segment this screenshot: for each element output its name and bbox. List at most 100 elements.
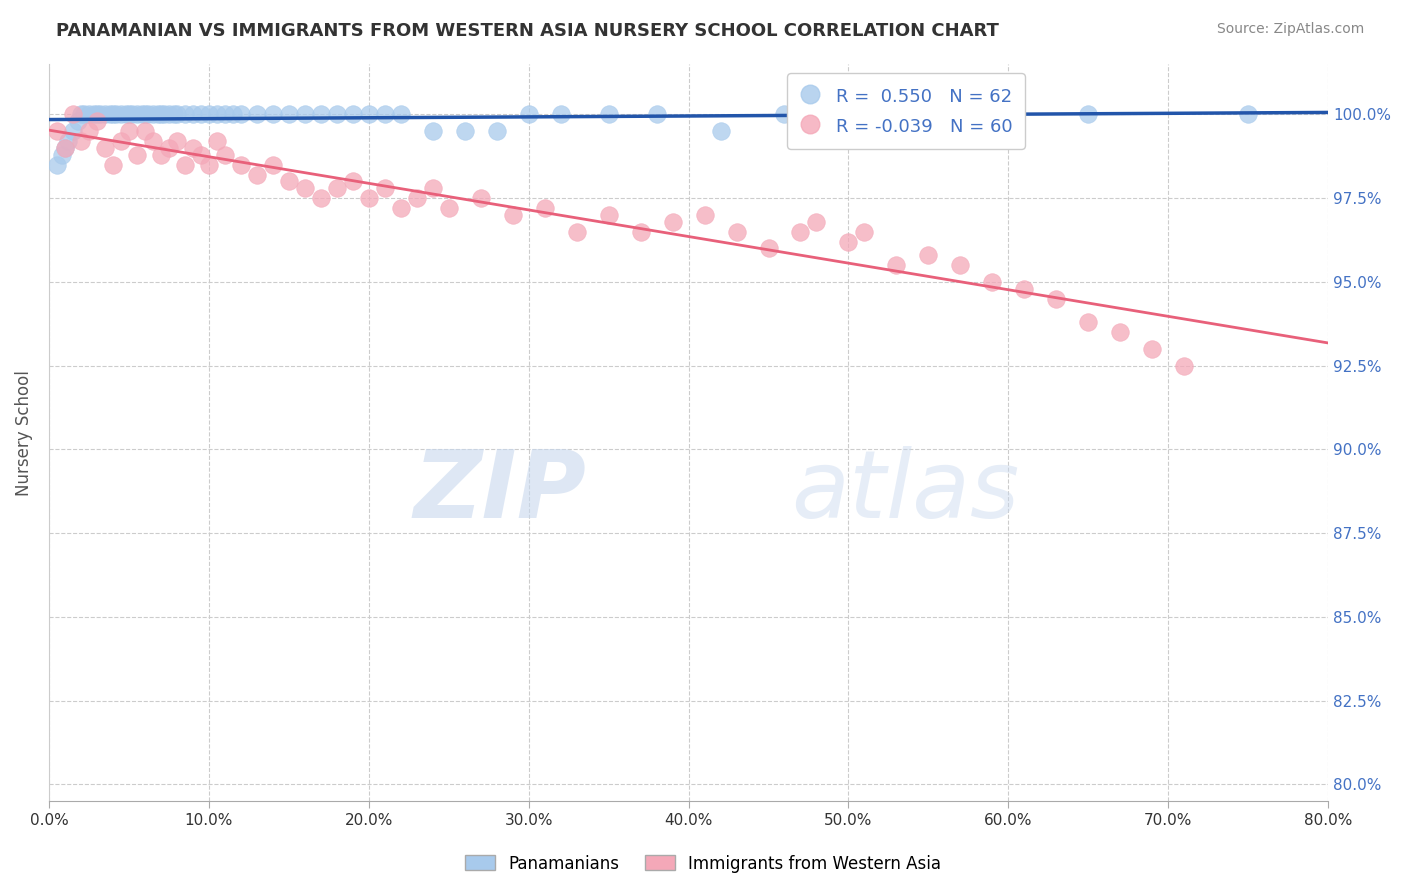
Point xyxy=(163,107,186,121)
Point xyxy=(142,107,165,121)
Point xyxy=(1109,325,1132,339)
Point xyxy=(70,107,93,121)
Point xyxy=(222,107,245,121)
Point xyxy=(62,124,84,138)
Point xyxy=(53,141,76,155)
Point xyxy=(77,124,100,138)
Point xyxy=(53,141,76,155)
Point xyxy=(166,107,188,121)
Point xyxy=(309,191,332,205)
Point xyxy=(661,214,683,228)
Point xyxy=(773,107,796,121)
Point xyxy=(121,107,143,121)
Point xyxy=(374,181,396,195)
Point xyxy=(70,134,93,148)
Point xyxy=(454,124,477,138)
Point xyxy=(374,107,396,121)
Point xyxy=(262,107,284,121)
Point xyxy=(214,107,236,121)
Point xyxy=(357,107,380,121)
Legend: R =  0.550   N = 62, R = -0.039   N = 60: R = 0.550 N = 62, R = -0.039 N = 60 xyxy=(787,73,1025,149)
Point xyxy=(1077,315,1099,329)
Point xyxy=(166,134,188,148)
Point xyxy=(1237,107,1260,121)
Point xyxy=(294,107,316,121)
Point xyxy=(118,107,141,121)
Point xyxy=(62,107,84,121)
Point xyxy=(725,225,748,239)
Point xyxy=(205,134,228,148)
Point xyxy=(693,208,716,222)
Point xyxy=(326,107,349,121)
Point xyxy=(86,114,108,128)
Point xyxy=(1014,281,1036,295)
Point xyxy=(342,107,364,121)
Point xyxy=(758,241,780,255)
Point xyxy=(886,258,908,272)
Point xyxy=(277,107,299,121)
Point xyxy=(309,107,332,121)
Point xyxy=(262,157,284,171)
Point xyxy=(46,157,69,171)
Point xyxy=(837,235,859,249)
Point xyxy=(598,208,620,222)
Point xyxy=(105,107,128,121)
Point xyxy=(198,157,221,171)
Point xyxy=(136,107,159,121)
Point xyxy=(86,107,108,121)
Point xyxy=(198,107,221,121)
Point xyxy=(142,134,165,148)
Point xyxy=(146,107,169,121)
Point xyxy=(173,107,195,121)
Point xyxy=(157,107,180,121)
Point xyxy=(190,107,212,121)
Y-axis label: Nursery School: Nursery School xyxy=(15,369,32,496)
Text: ZIP: ZIP xyxy=(413,446,586,538)
Point xyxy=(190,147,212,161)
Point xyxy=(326,181,349,195)
Point xyxy=(101,157,124,171)
Point xyxy=(181,141,204,155)
Point xyxy=(134,107,156,121)
Point xyxy=(77,107,100,121)
Text: PANAMANIAN VS IMMIGRANTS FROM WESTERN ASIA NURSERY SCHOOL CORRELATION CHART: PANAMANIAN VS IMMIGRANTS FROM WESTERN AS… xyxy=(56,22,1000,40)
Point xyxy=(357,191,380,205)
Point xyxy=(389,201,412,215)
Text: atlas: atlas xyxy=(792,446,1019,537)
Point xyxy=(134,124,156,138)
Point xyxy=(917,248,939,262)
Point xyxy=(205,107,228,121)
Point xyxy=(94,141,117,155)
Point xyxy=(277,174,299,188)
Point xyxy=(56,134,79,148)
Point xyxy=(110,107,132,121)
Point xyxy=(229,157,252,171)
Point xyxy=(1173,359,1195,373)
Point xyxy=(1142,342,1164,356)
Point xyxy=(51,147,73,161)
Point xyxy=(949,258,972,272)
Point xyxy=(598,107,620,121)
Text: Source: ZipAtlas.com: Source: ZipAtlas.com xyxy=(1216,22,1364,37)
Point xyxy=(89,107,111,121)
Point xyxy=(294,181,316,195)
Point xyxy=(94,107,117,121)
Point xyxy=(125,107,148,121)
Point xyxy=(214,147,236,161)
Point xyxy=(389,107,412,121)
Point xyxy=(66,114,89,128)
Point xyxy=(806,214,828,228)
Point xyxy=(153,107,176,121)
Point xyxy=(550,107,572,121)
Point xyxy=(157,141,180,155)
Point xyxy=(405,191,427,205)
Point xyxy=(981,275,1004,289)
Point xyxy=(149,107,172,121)
Point xyxy=(565,225,588,239)
Point xyxy=(342,174,364,188)
Point xyxy=(517,107,540,121)
Point xyxy=(98,107,121,121)
Point xyxy=(101,107,124,121)
Point xyxy=(470,191,492,205)
Point xyxy=(181,107,204,121)
